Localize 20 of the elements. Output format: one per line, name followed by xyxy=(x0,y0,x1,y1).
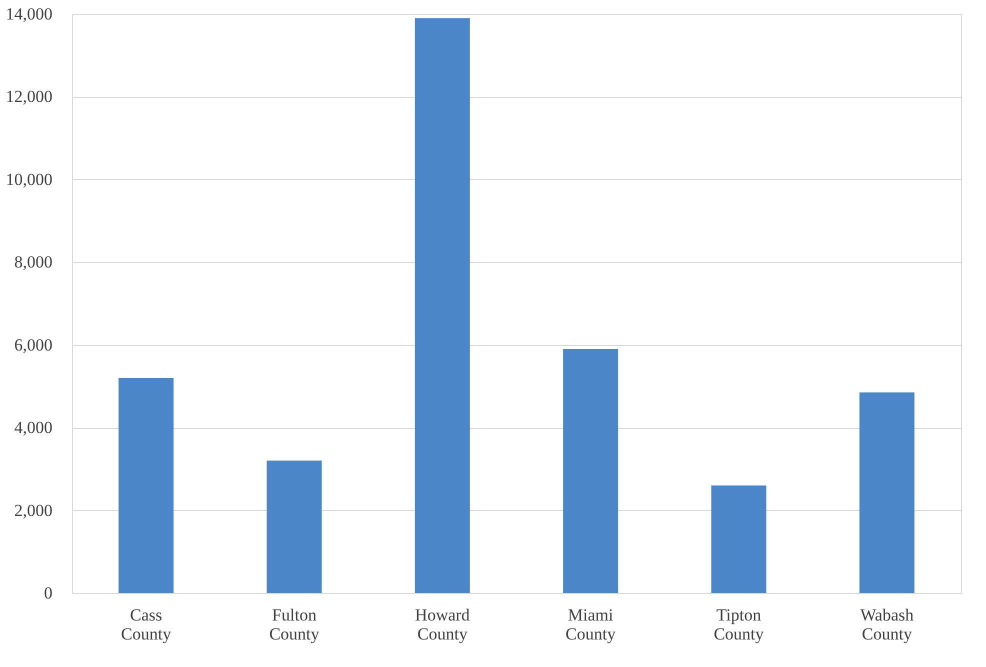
y-tick-label: 12,000 xyxy=(6,87,52,106)
y-tick-label: 6,000 xyxy=(14,335,52,354)
x-tick-label: Tipton County xyxy=(714,606,764,644)
y-tick-label: 10,000 xyxy=(6,170,52,189)
bar xyxy=(711,485,766,593)
y-tick-label: 14,000 xyxy=(6,4,52,24)
bar xyxy=(563,348,618,593)
bar xyxy=(859,392,914,593)
x-tick-label: Miami County xyxy=(566,606,616,644)
bar xyxy=(266,460,322,593)
x-tick-label: Cass County xyxy=(121,606,172,644)
x-tick-label: Wabash County xyxy=(860,606,914,644)
y-tick-label: 4,000 xyxy=(14,418,52,438)
y-tick-label: 8,000 xyxy=(14,252,52,272)
y-tick-label: 0 xyxy=(44,584,52,602)
bar xyxy=(118,378,174,593)
y-tick-label: 2,000 xyxy=(14,500,52,520)
bar xyxy=(414,18,470,593)
x-tick-label: Howard County xyxy=(415,606,470,644)
x-tick-label: Fulton County xyxy=(269,606,320,644)
